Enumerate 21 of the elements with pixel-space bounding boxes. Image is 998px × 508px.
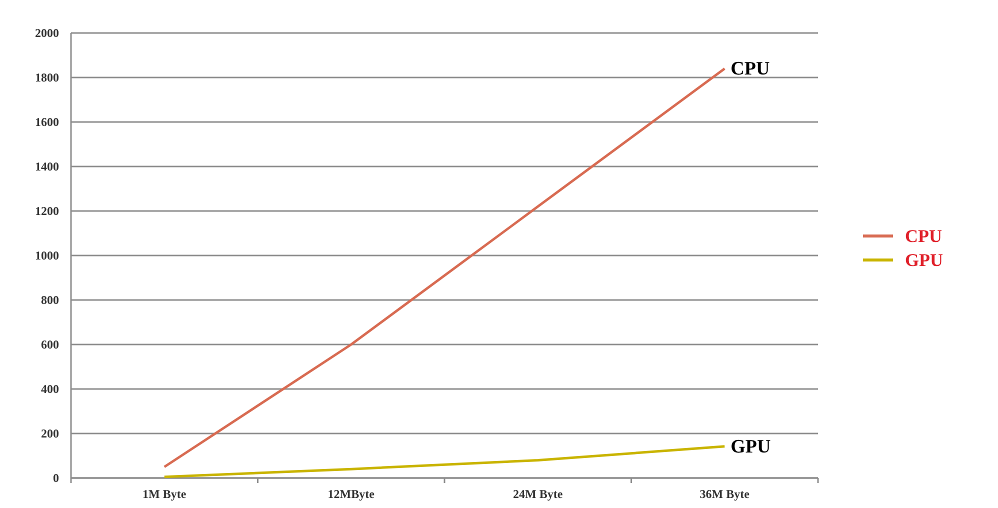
line-series (163, 445, 726, 478)
legend-label: CPU (905, 226, 942, 246)
y-tick-label: 1800 (35, 70, 59, 85)
y-tick-label: 1400 (35, 160, 59, 174)
y-tick-label: 1200 (35, 204, 59, 218)
y-tick-label: 600 (41, 338, 59, 352)
text: CPU (730, 58, 770, 80)
y-tick-label: 1000 (35, 248, 59, 263)
x-tick-label: 36M Byte (700, 487, 750, 501)
x-tick-label: 1M Byte (142, 487, 187, 501)
y-tick-label: 1600 (35, 115, 59, 130)
y-tick-label: 2000 (35, 26, 59, 40)
y-tick-label: 0 (53, 471, 59, 486)
y-tick-label: 800 (41, 293, 59, 308)
y-tick-label: 200 (41, 426, 59, 441)
legend-label: GPU (905, 250, 943, 270)
x-tick-label: 24M Byte (513, 487, 564, 501)
y-tick-label: 400 (41, 382, 59, 396)
x-tick-label: 12MByte (328, 487, 376, 501)
text: GPU (730, 436, 771, 458)
line-series (163, 67, 726, 468)
